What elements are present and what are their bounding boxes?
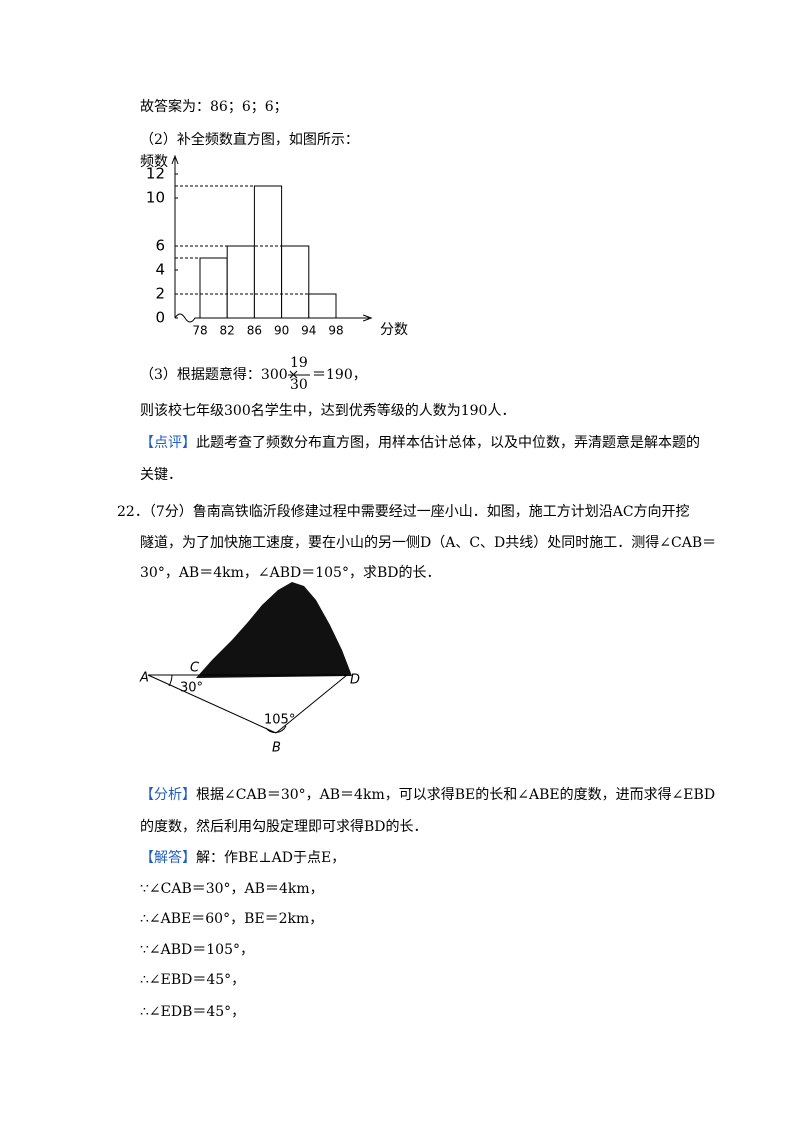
- text-line: ∵∠ABD＝105°，: [140, 942, 254, 958]
- bar: [199, 257, 228, 319]
- figure-label: 30°: [180, 681, 203, 696]
- x-axis-arrow: [363, 314, 373, 322]
- tag: 【解答】: [140, 850, 196, 866]
- tag: 【点评】: [140, 435, 196, 451]
- figure-label: 105°: [264, 713, 295, 728]
- text-line: ＝190，: [312, 367, 367, 383]
- text-line: ∴∠EDB＝45°，: [140, 1004, 246, 1020]
- y-axis-label: 频数: [140, 154, 168, 170]
- mountain: [196, 582, 352, 678]
- figure-label: C: [190, 661, 200, 676]
- figure-label: D: [350, 673, 360, 688]
- text-line: 的度数，然后利用勾股定理即可求得BD的长．: [140, 819, 428, 835]
- figure-label: B: [272, 741, 281, 756]
- axis-break: [174, 313, 370, 323]
- bar: [253, 185, 283, 319]
- bar: [281, 245, 310, 319]
- x-axis-label: 分数: [380, 322, 408, 338]
- angle-arc: [265, 725, 287, 733]
- text-line: 则该校七年级300名学生中，达到优秀等级的人数为190人．: [140, 403, 516, 419]
- fraction-numerator: 19: [290, 355, 308, 371]
- y-tick-label: 2: [155, 285, 165, 303]
- line-ab: [147, 674, 277, 734]
- y-tick-label: 4: [155, 261, 165, 279]
- y-tick-label: 10: [146, 189, 165, 207]
- bar: [308, 293, 337, 319]
- y-axis-arrow: [171, 154, 179, 165]
- tag: 【分析】: [140, 787, 196, 803]
- text-line: 解：作BE⊥AD于点E，: [196, 850, 346, 866]
- fraction-denominator: 30: [290, 377, 308, 393]
- line-bd: [275, 674, 348, 734]
- figure-label: A: [139, 671, 149, 686]
- text-line: 此题考查了频数分布直方图，用样本估计总体，以及中位数，弄清题意是解本题的: [196, 435, 700, 451]
- x-tick-label: 82: [220, 324, 235, 338]
- x-tick-label: 90: [274, 324, 289, 338]
- text-line: 故答案为：86；6；6；: [140, 99, 288, 115]
- text-line: 隧道，为了加快施工速度，要在小山的另一侧D（A、C、D共线）处同时施工．测得∠C…: [140, 535, 717, 551]
- y-tick-label: 6: [155, 237, 165, 255]
- y-tick-label: 0: [155, 309, 165, 327]
- text-line: （2）补全频数直方图，如图所示：: [140, 132, 359, 148]
- text-line: ∴∠ABE＝60°，BE＝2km，: [140, 911, 324, 927]
- angle-arc: [168, 674, 173, 687]
- mountain-figure: [147, 582, 352, 734]
- y-tick-label: 12: [146, 165, 165, 183]
- x-tick-label: 86: [247, 324, 262, 338]
- text-line: ∵∠CAB＝30°，AB＝4km，: [140, 881, 324, 897]
- text-line: ∴∠EBD＝45°，: [140, 972, 246, 988]
- x-tick-label: 78: [192, 324, 207, 338]
- text-line: 22．（7分）鲁南高铁临沂段修建过程中需要经过一座小山．如图，施工方计划沿AC方…: [117, 504, 690, 520]
- text-line: （3）根据题意得：300×: [140, 367, 300, 383]
- text-line: 30°，AB＝4km，∠ABD＝105°，求BD的长．: [140, 565, 441, 581]
- text-line: 关键．: [140, 467, 182, 483]
- x-tick-label: 98: [328, 324, 343, 338]
- text-line: 根据∠CAB＝30°，AB＝4km，可以求得BE的长和∠ABE的度数，进而求得∠…: [196, 787, 716, 803]
- x-tick-label: 94: [301, 324, 316, 338]
- bar: [226, 245, 255, 319]
